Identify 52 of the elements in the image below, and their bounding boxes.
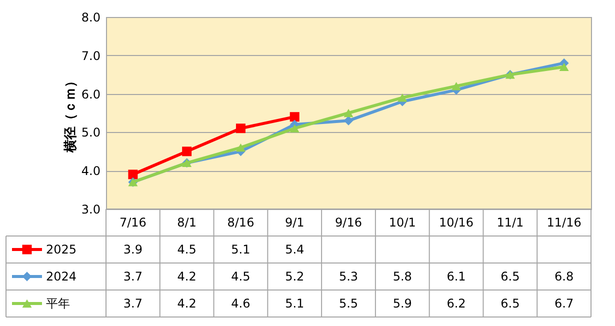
data-label: 5.2 (285, 270, 304, 284)
y-tick-label: 4.0 (81, 164, 100, 178)
data-label: 5.5 (338, 296, 358, 310)
data-label: 4.6 (231, 296, 250, 310)
point (182, 146, 192, 156)
point (128, 170, 138, 180)
point (290, 124, 300, 132)
data-label: 3.7 (123, 296, 142, 310)
x-tick-label: 8/1 (177, 216, 196, 230)
data-label: 5.9 (392, 296, 412, 310)
data-label: 5.1 (231, 242, 250, 256)
x-tick-label: 7/16 (119, 216, 146, 230)
point (398, 94, 408, 102)
y-tick-label: 7.0 (81, 48, 100, 63)
data-label: 6.1 (446, 270, 466, 284)
x-tick-label: 11/16 (546, 216, 582, 230)
legend-label: 平年 (46, 296, 70, 310)
x-tick-label: 11/1 (496, 216, 524, 230)
point (236, 143, 246, 152)
x-tick-label: 8/16 (227, 216, 254, 230)
x-tick-label: 9/16 (335, 216, 362, 230)
point (290, 112, 300, 122)
data-label: 4.5 (231, 270, 250, 284)
data-label: 6.5 (500, 296, 520, 310)
data-label: 5.8 (392, 270, 412, 284)
data-label: 3.7 (123, 270, 142, 284)
y-tick-label: 5.0 (81, 126, 100, 140)
point (559, 62, 569, 72)
y-tick-label: 6.0 (81, 87, 100, 102)
x-tick-label: 10/1 (388, 216, 416, 230)
y-tick-label: 3.0 (81, 202, 100, 216)
point (236, 124, 246, 134)
data-label: 4.5 (177, 242, 196, 256)
legend-label: 2025 (46, 242, 77, 256)
y-axis-title: 横径（ｃｍ） (63, 74, 78, 154)
data-label: 5.1 (285, 296, 304, 310)
point (344, 108, 354, 118)
x-tick-label: 10/16 (438, 216, 474, 230)
point (452, 82, 462, 90)
y-tick-label: 8.0 (81, 10, 100, 24)
data-label: 6.8 (554, 270, 574, 284)
data-label: 6.2 (446, 296, 466, 310)
legend-label: 2024 (46, 270, 77, 284)
data-label: 3.9 (123, 242, 142, 256)
data-label: 6.7 (554, 296, 574, 310)
data-label: 4.2 (177, 296, 196, 310)
data-label: 5.4 (285, 242, 304, 256)
x-tick-label: 9/1 (284, 216, 304, 230)
point (344, 116, 354, 126)
data-label: 4.2 (177, 270, 196, 284)
data-label: 6.5 (500, 270, 520, 284)
data-label: 5.3 (338, 270, 358, 284)
